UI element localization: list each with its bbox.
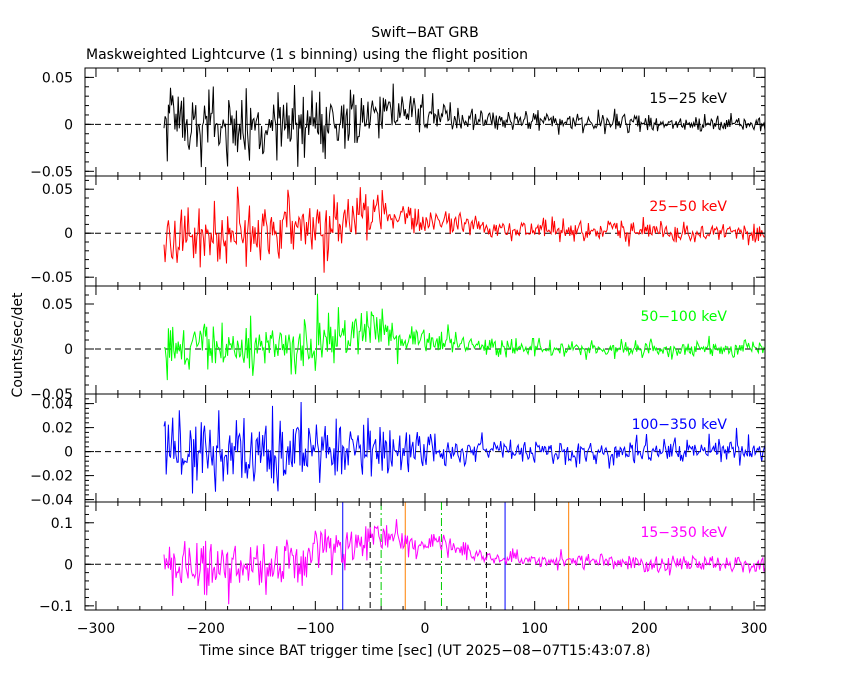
- y-tick-label: 0: [64, 342, 73, 358]
- panel-3: −0.05 0 0.05 50−100 keV: [30, 285, 766, 403]
- y-tick-label: −0.05: [30, 270, 73, 286]
- y-tick-label: 0.05: [42, 297, 73, 313]
- x-tick-label: 300: [741, 621, 768, 637]
- series-line: [163, 401, 765, 494]
- x-tick-labels: −300 −200 −100 0 100 200 300: [77, 621, 768, 637]
- x-axis-label: Time since BAT trigger time [sec] (UT 20…: [198, 643, 650, 659]
- band-label: 50−100 keV: [640, 309, 727, 325]
- y-tick-label: 0.02: [42, 421, 73, 437]
- panel-4: −0.04 −0.02 0 0.02 0.04 100−350 keV: [30, 393, 766, 509]
- y-tick-label: −0.05: [30, 387, 73, 403]
- x-tick-label: −300: [77, 621, 115, 637]
- y-tick-label: −0.02: [30, 469, 73, 485]
- y-tick-label: 0: [64, 117, 73, 133]
- y-tick-label: 0.05: [42, 70, 73, 86]
- series-line: [163, 83, 765, 168]
- y-axis-label: Counts/sec/det: [10, 292, 26, 397]
- y-tick-label: −0.1: [39, 599, 73, 615]
- panel-2: −0.05 0 0.05 25−50 keV: [30, 175, 766, 287]
- panel-5: −0.1 0 0.1 15−350 keV: [39, 501, 766, 615]
- y-tick-label: −0.04: [30, 493, 73, 509]
- series-line: [163, 293, 765, 381]
- series-line: [163, 186, 765, 273]
- y-tick-label: 0.05: [42, 182, 73, 198]
- x-tick-label: 200: [631, 621, 658, 637]
- x-tick-label: 100: [521, 621, 548, 637]
- band-label: 100−350 keV: [632, 417, 728, 433]
- y-tick-label: −0.05: [30, 164, 73, 180]
- y-tick-label: 0: [64, 445, 73, 461]
- chart-subtitle: Maskweighted Lightcurve (1 s binning) us…: [86, 47, 528, 63]
- band-label: 15−350 keV: [640, 525, 727, 541]
- series-line: [163, 519, 765, 605]
- band-label: 25−50 keV: [649, 199, 727, 215]
- y-tick-label: 0: [64, 226, 73, 242]
- y-tick-label: 0.1: [51, 516, 73, 532]
- panel-1: −0.05 0 0.05 15−25 keV: [30, 67, 766, 180]
- x-tick-label: 0: [421, 621, 430, 637]
- chart-title: Swift−BAT GRB: [371, 25, 478, 41]
- x-tick-label: −100: [296, 621, 334, 637]
- y-tick-label: 0: [64, 557, 73, 573]
- x-tick-label: −200: [186, 621, 224, 637]
- y-tick-label: 0.04: [42, 397, 73, 413]
- band-label: 15−25 keV: [649, 91, 727, 107]
- panel-frame: [84, 501, 766, 611]
